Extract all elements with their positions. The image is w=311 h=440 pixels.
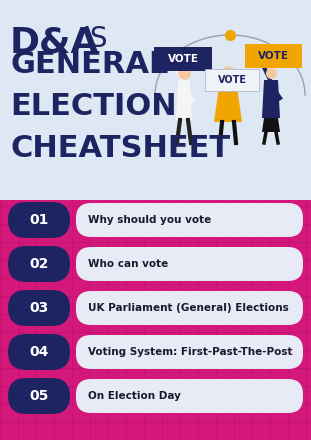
- Text: GENERAL: GENERAL: [10, 50, 168, 79]
- FancyBboxPatch shape: [76, 335, 303, 369]
- FancyBboxPatch shape: [8, 246, 70, 282]
- FancyBboxPatch shape: [154, 47, 212, 71]
- FancyBboxPatch shape: [76, 203, 303, 237]
- Text: 04: 04: [29, 345, 49, 359]
- Text: D&A: D&A: [10, 25, 100, 59]
- Text: VOTE: VOTE: [168, 54, 198, 64]
- Polygon shape: [262, 118, 280, 132]
- Text: 05: 05: [29, 389, 49, 403]
- Text: UK Parliament (General) Elections: UK Parliament (General) Elections: [88, 303, 289, 313]
- FancyBboxPatch shape: [0, 200, 311, 440]
- Text: VOTE: VOTE: [217, 75, 247, 85]
- Text: Voting System: First-Past-The-Post: Voting System: First-Past-The-Post: [88, 347, 293, 357]
- FancyBboxPatch shape: [245, 44, 302, 68]
- Polygon shape: [176, 80, 192, 120]
- FancyBboxPatch shape: [8, 378, 70, 414]
- FancyBboxPatch shape: [8, 202, 70, 238]
- FancyBboxPatch shape: [76, 379, 303, 413]
- Text: 02: 02: [29, 257, 49, 271]
- Polygon shape: [262, 80, 280, 118]
- Text: ELECTION: ELECTION: [10, 92, 177, 121]
- Text: Why should you vote: Why should you vote: [88, 215, 211, 225]
- FancyBboxPatch shape: [76, 247, 303, 281]
- Text: 01: 01: [29, 213, 49, 227]
- Text: On Election Day: On Election Day: [88, 391, 181, 401]
- FancyBboxPatch shape: [8, 334, 70, 370]
- Text: Who can vote: Who can vote: [88, 259, 168, 269]
- Polygon shape: [214, 80, 242, 122]
- FancyBboxPatch shape: [205, 69, 259, 91]
- Text: VOTE: VOTE: [258, 51, 289, 61]
- Text: ’S: ’S: [82, 25, 109, 53]
- FancyBboxPatch shape: [76, 291, 303, 325]
- Text: 03: 03: [29, 301, 49, 315]
- FancyBboxPatch shape: [8, 290, 70, 326]
- Text: CHEATSHEET: CHEATSHEET: [10, 134, 230, 163]
